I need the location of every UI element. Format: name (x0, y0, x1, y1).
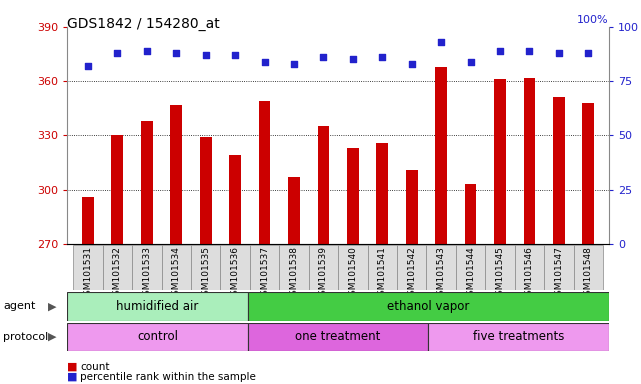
Bar (428, 323, 609, 351)
Point (289, 61, 299, 67)
Point (171, 50, 181, 56)
Bar (248, 323, 428, 351)
Text: ■: ■ (67, 362, 78, 372)
Bar (485, 245, 515, 290)
Text: GSM101535: GSM101535 (201, 246, 210, 301)
Bar (288, 177, 300, 244)
Text: five treatments: five treatments (473, 331, 564, 343)
Bar (376, 142, 388, 244)
Text: ethanol vapor: ethanol vapor (387, 300, 470, 313)
Text: GSM101539: GSM101539 (319, 246, 328, 301)
Bar (132, 245, 162, 290)
Bar (200, 137, 212, 244)
Bar (553, 98, 565, 244)
Point (583, 50, 594, 56)
Bar (574, 245, 603, 290)
Text: GSM101534: GSM101534 (172, 246, 181, 301)
Text: GSM101533: GSM101533 (142, 246, 151, 301)
Text: GSM101545: GSM101545 (495, 246, 504, 301)
Text: GSM101548: GSM101548 (584, 246, 593, 301)
Bar (191, 245, 221, 290)
Point (142, 48, 152, 54)
Text: ▶: ▶ (48, 332, 57, 342)
Text: GSM101531: GSM101531 (83, 246, 92, 301)
Text: ▶: ▶ (48, 301, 57, 311)
Text: GDS1842 / 154280_at: GDS1842 / 154280_at (67, 17, 220, 31)
Bar (67, 292, 248, 321)
Text: GSM101546: GSM101546 (525, 246, 534, 301)
Bar (250, 245, 279, 290)
Bar (426, 245, 456, 290)
Point (465, 58, 476, 65)
Text: protocol: protocol (3, 332, 49, 342)
Bar (338, 245, 367, 290)
Point (201, 52, 211, 58)
Bar (494, 79, 506, 244)
Bar (259, 101, 271, 244)
Point (406, 61, 417, 67)
Point (554, 50, 564, 56)
Point (377, 54, 387, 60)
Bar (229, 155, 241, 244)
Bar (279, 245, 309, 290)
Bar (435, 67, 447, 244)
Bar (67, 323, 248, 351)
Bar (309, 245, 338, 290)
Point (524, 48, 535, 54)
Text: count: count (80, 362, 110, 372)
Bar (465, 184, 476, 244)
Bar (317, 126, 329, 244)
Point (260, 58, 270, 65)
Bar (515, 245, 544, 290)
Bar (171, 104, 182, 244)
Bar (583, 103, 594, 244)
Bar (103, 245, 132, 290)
Text: ■: ■ (67, 372, 78, 382)
Text: humidified air: humidified air (117, 300, 199, 313)
Point (436, 39, 446, 45)
Text: 100%: 100% (578, 15, 609, 25)
Bar (248, 292, 609, 321)
Bar (141, 121, 153, 244)
Point (319, 54, 329, 60)
Text: GSM101541: GSM101541 (378, 246, 387, 301)
Text: GSM101547: GSM101547 (554, 246, 563, 301)
Bar (162, 245, 191, 290)
Text: GSM101544: GSM101544 (466, 246, 475, 301)
Point (112, 50, 122, 56)
Text: one treatment: one treatment (296, 331, 381, 343)
Text: GSM101538: GSM101538 (290, 246, 299, 301)
Text: GSM101543: GSM101543 (437, 246, 445, 301)
Bar (347, 148, 359, 244)
Bar (456, 245, 485, 290)
Point (83, 63, 93, 69)
Text: GSM101532: GSM101532 (113, 246, 122, 301)
Text: GSM101540: GSM101540 (348, 246, 357, 301)
Bar (112, 135, 123, 244)
Text: control: control (137, 331, 178, 343)
Bar (397, 245, 426, 290)
Text: GSM101536: GSM101536 (231, 246, 240, 301)
Bar (524, 78, 535, 244)
Point (347, 56, 358, 63)
Point (230, 52, 240, 58)
Bar (367, 245, 397, 290)
Text: percentile rank within the sample: percentile rank within the sample (80, 372, 256, 382)
Text: agent: agent (3, 301, 36, 311)
Bar (73, 245, 103, 290)
Bar (82, 197, 94, 244)
Text: GSM101542: GSM101542 (407, 246, 416, 301)
Bar (406, 170, 417, 244)
Bar (544, 245, 574, 290)
Bar (221, 245, 250, 290)
Point (495, 48, 505, 54)
Text: GSM101537: GSM101537 (260, 246, 269, 301)
